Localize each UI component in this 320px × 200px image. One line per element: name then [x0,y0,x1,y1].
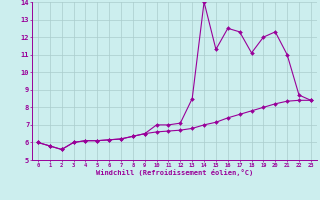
X-axis label: Windchill (Refroidissement éolien,°C): Windchill (Refroidissement éolien,°C) [96,169,253,176]
